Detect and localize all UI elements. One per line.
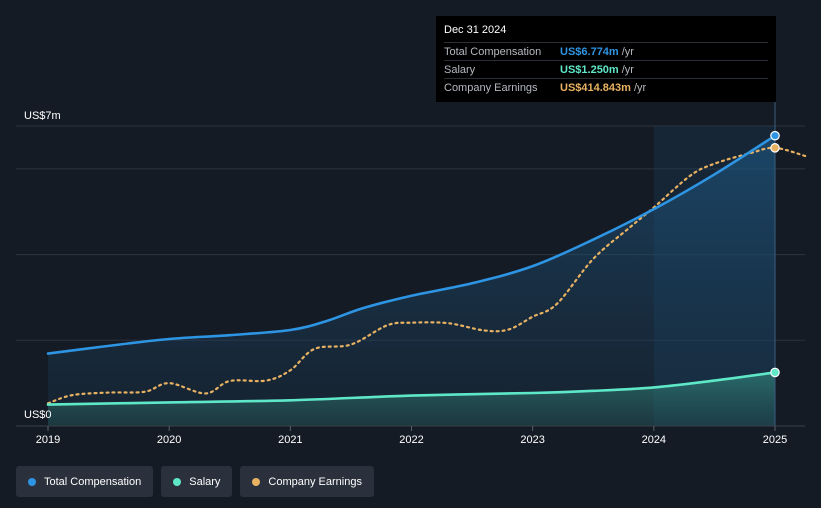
salary-line: [46, 371, 777, 406]
earnings-line: [46, 146, 807, 405]
hover-markers: [770, 130, 780, 378]
tooltip: Dec 31 2024 Total Compensation US$6.774m…: [436, 16, 776, 102]
tooltip-label: Company Earnings: [444, 81, 538, 94]
tooltip-date: Dec 31 2024: [444, 24, 507, 36]
total-marker: [770, 130, 780, 141]
legend-dot-icon: [252, 477, 261, 486]
series-lines: [46, 134, 807, 406]
y-axis-bottom-label: US$0: [24, 409, 52, 421]
x-tick-label: 2021: [278, 434, 302, 446]
total-area: [48, 135, 775, 426]
tooltip-unit: /yr: [621, 45, 634, 58]
y-axis-top-label: US$7m: [24, 110, 61, 122]
tooltip-value: US$6.774m: [560, 45, 619, 58]
salary-marker: [770, 367, 780, 378]
total-line: [46, 134, 777, 355]
x-tick-label: 2022: [399, 434, 423, 446]
tooltip-value: US$414.843m: [560, 81, 631, 94]
tooltip-value: US$1.250m: [560, 63, 619, 76]
tooltip-unit: /yr: [621, 63, 634, 76]
legend-item-company-earnings[interactable]: Company Earnings: [240, 466, 374, 497]
series-areas: [48, 135, 775, 426]
x-tick-label: 2020: [157, 434, 181, 446]
tooltip-unit: /yr: [633, 81, 647, 94]
tooltip-row-total: Total Compensation US$6.774m /yr: [444, 42, 768, 60]
tooltip-row-earnings: Company Earnings US$414.843m /yr: [444, 78, 768, 96]
legend-label: Total Compensation: [44, 475, 142, 488]
legend-item-salary[interactable]: Salary: [161, 466, 233, 497]
x-tick-label: 2025: [763, 434, 787, 446]
legend: Total Compensation Salary Company Earnin…: [16, 466, 374, 497]
tooltip-row-salary: Salary US$1.250m /yr: [444, 60, 768, 78]
salary-area: [48, 372, 775, 426]
x-tick-label: 2019: [36, 434, 60, 446]
tooltip-label: Total Compensation: [444, 45, 542, 58]
tooltip-label: Salary: [444, 63, 476, 76]
x-tick-label: 2023: [520, 434, 544, 446]
x-axis: 2019 2020 2021 2022 2023 2024 2025: [16, 425, 805, 446]
legend-dot-icon: [173, 477, 182, 486]
legend-item-total-compensation[interactable]: Total Compensation: [16, 466, 154, 497]
legend-label: Salary: [189, 475, 221, 488]
legend-dot-icon: [28, 477, 36, 486]
earnings-marker: [770, 143, 780, 153]
legend-label: Company Earnings: [268, 475, 362, 488]
x-tick-label: 2024: [642, 434, 666, 446]
